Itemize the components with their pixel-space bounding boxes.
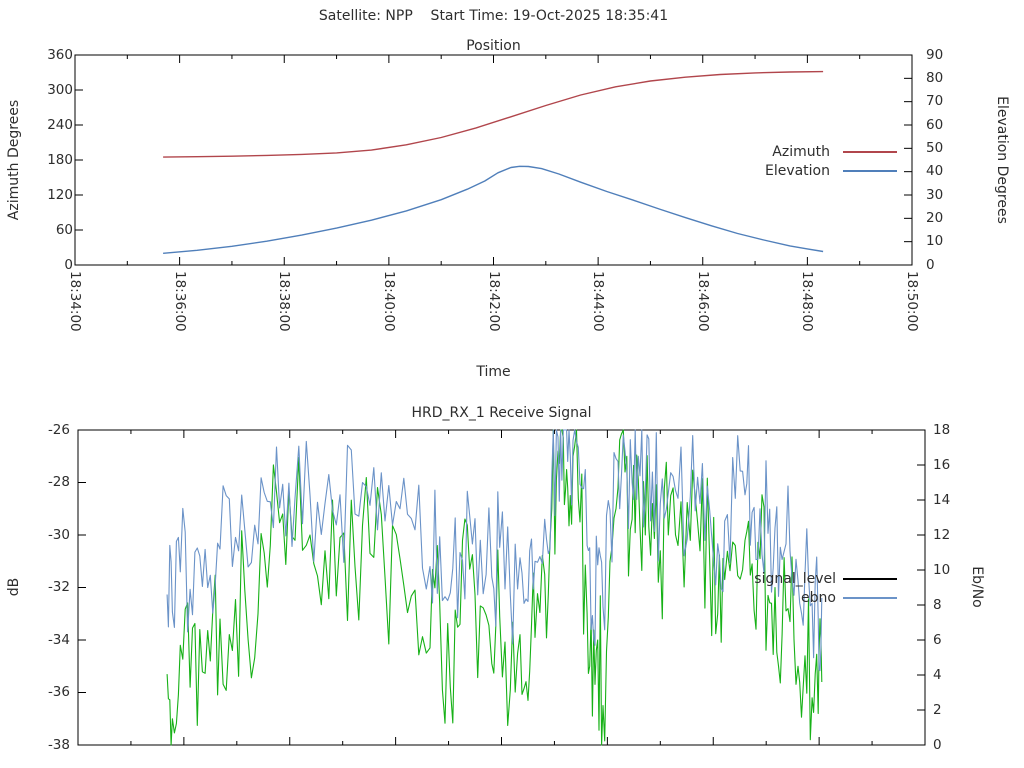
y-left-tick-label: -28: [47, 474, 70, 490]
y-right-tick-label: 2: [933, 701, 942, 718]
receive-signal-chart-title: HRD_RX_1 Receive Signal: [411, 405, 592, 421]
y-left-tick-label: -32: [47, 579, 70, 595]
y-right-tick-label: 70: [926, 93, 944, 110]
x-tick-label: 18:42:00: [485, 271, 502, 332]
y-left-tick-label: 60: [55, 221, 73, 238]
y-left-tick-label: -30: [47, 526, 70, 543]
y-left-tick-label: -36: [47, 684, 70, 700]
y-left-tick-label: 240: [47, 116, 73, 133]
y-right-tick-label: 10: [933, 561, 951, 578]
legend-swatch-signal-level: [843, 578, 897, 580]
y-right-tick-label: 40: [926, 163, 944, 180]
legend-swatch-azimuth: [843, 151, 897, 153]
y-right-tick-label: 12: [933, 526, 951, 543]
y-right-tick-label: 18: [933, 421, 951, 438]
legend-label-signal-level: signal_level: [754, 571, 836, 587]
y-right-tick-label: 8: [933, 596, 942, 613]
y-left-tick-label: -38: [47, 736, 70, 753]
ebno-line: [166, 429, 823, 672]
legend-label-azimuth: Azimuth: [772, 144, 830, 160]
y-right-tick-label: 90: [926, 46, 944, 63]
x-tick-label: 18:36:00: [171, 271, 188, 332]
legend-label-ebno: ebno: [801, 590, 836, 606]
azimuth-line: [163, 70, 824, 158]
x-tick-label: 18:44:00: [590, 271, 607, 332]
y-right-tick-label: 0: [926, 256, 935, 273]
x-tick-label: 18:40:00: [380, 271, 397, 332]
legend-label-elevation: Elevation: [764, 163, 830, 179]
y-left-tick-label: 360: [47, 46, 73, 63]
y-left-tick-label: 120: [47, 186, 73, 203]
elevation-line: [163, 165, 824, 254]
x-tick-label: 18:34:00: [67, 271, 83, 332]
y-right-tick-label: 50: [926, 139, 944, 156]
legend-swatch-elevation: [843, 170, 897, 172]
y-left-tick-label: -26: [47, 421, 70, 438]
y-right-tick-label: 10: [926, 233, 944, 250]
y-right-tick-label: 60: [926, 116, 944, 133]
y-right-tick-label: 16: [933, 456, 951, 473]
y-left-tick-label: -34: [47, 631, 70, 648]
y-right-tick-label: 30: [926, 186, 944, 203]
y-right-tick-label: 80: [926, 69, 944, 86]
y-left-tick-label: 300: [47, 81, 73, 98]
main-title: Satellite: NPP Start Time: 19-Oct-2025 1…: [318, 8, 669, 24]
x-tick-label: 18:46:00: [694, 271, 711, 332]
legend-swatch-ebno: [843, 597, 897, 599]
y-right-tick-label: 4: [933, 666, 942, 683]
y-right-tick-label: 0: [933, 736, 942, 753]
y-right-tick-label: 14: [933, 491, 951, 508]
time-axis-label: Time: [476, 364, 511, 380]
x-tick-label: 18:48:00: [799, 271, 816, 332]
x-tick-label: 18:50:00: [904, 271, 920, 332]
x-tick-label: 18:38:00: [276, 271, 293, 332]
y-right-tick-label: 20: [926, 209, 944, 226]
y-left-tick-label: 0: [64, 256, 73, 273]
y-left-tick-label: 180: [47, 151, 73, 168]
position-chart-title: Position: [466, 38, 521, 54]
y-right-tick-label: 6: [933, 631, 942, 648]
